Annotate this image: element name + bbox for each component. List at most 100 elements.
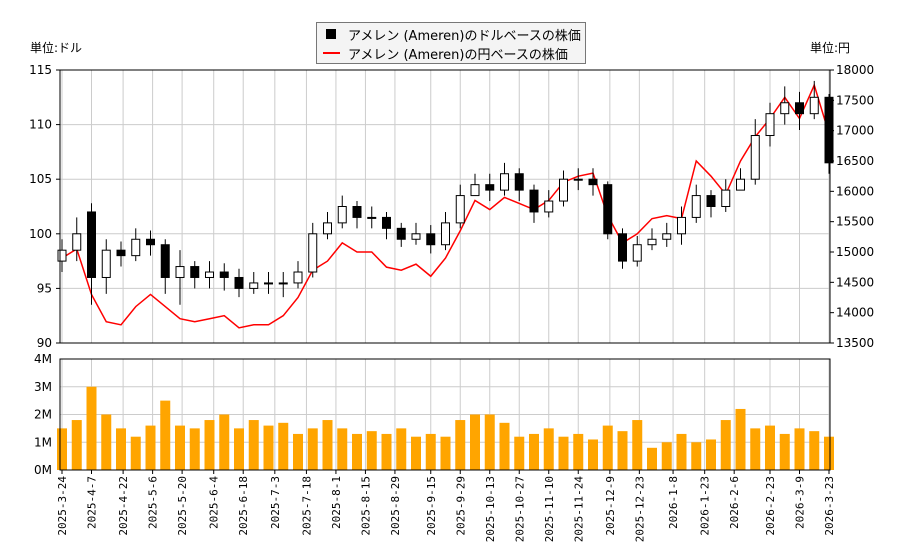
candle-body [588,178,598,186]
right-axis-tick-label: 17500 [836,93,874,107]
volume-bar [632,420,643,470]
candle-body [57,249,67,262]
x-tick-label: 2026-2-6 [728,476,741,529]
candle-body [234,276,244,289]
candle-body [87,211,96,278]
x-tick-label: 2025-3-24 [56,476,69,536]
candle-body [691,195,701,218]
candle-body [736,178,745,191]
volume-bar [337,428,348,470]
candle-body [205,271,214,278]
volume-bar [116,428,126,470]
volume-axis-tick-label: 4M [34,352,52,366]
volume-bar [278,422,289,470]
candle-body [293,271,303,284]
candle-body [146,238,155,246]
right-axis-tick-label: 14500 [836,275,874,289]
candle-body [809,96,819,115]
right-axis-tick-label: 17000 [836,124,874,138]
volume-bar [676,433,687,470]
volume-bar [86,386,97,470]
candle-body [72,233,82,251]
volume-bar [234,428,244,470]
volume-bar [189,428,200,470]
volume-bar [617,431,628,470]
x-tick-label: 2025-6-18 [237,476,250,536]
candle-body [219,271,229,278]
volume-bar [720,420,731,470]
x-tick-label: 2025-10-13 [484,476,497,542]
candle-body [795,102,804,115]
left-axis-tick-label: 110 [29,118,52,132]
volume-bar [248,420,259,470]
x-tick-label: 2025-10-27 [513,476,526,542]
right-axis-tick-label: 14000 [836,306,874,320]
volume-bar [440,436,451,470]
volume-bar [175,425,185,470]
candle-body [662,233,672,240]
x-tick-label: 2025-4-7 [86,476,99,529]
volume-axis-tick-label: 2M [34,408,52,422]
candle-body [485,184,495,191]
volume-bar [750,428,761,470]
x-tick-label: 2025-8-29 [389,476,402,536]
volume-bar [130,436,141,470]
volume-bar [204,420,215,470]
left-axis-tick-label: 95 [37,281,52,295]
x-tick-label: 2025-8-1 [330,476,343,529]
volume-bar [263,425,274,470]
x-tick-label: 2025-9-29 [454,476,467,536]
volume-bar [352,433,362,470]
candle-body [500,173,509,191]
x-tick-label: 2025-7-18 [300,476,313,536]
left-unit-label: 単位:ドル [30,41,83,55]
x-tick-label: 2025-6-4 [208,476,221,529]
yen-price-line [61,83,830,329]
right-axis-tick-label: 13500 [836,336,874,350]
volume-axis-tick-label: 0M [34,463,52,477]
candle-body [455,195,465,224]
legend-label-usd: アメレン (Ameren)のドルベースの株価 [348,28,581,44]
x-tick-label: 2026-3-23 [823,476,836,536]
x-tick-label: 2026-2-23 [764,476,777,536]
volume-bar [661,442,672,470]
candle-body [131,238,141,257]
candle-body [426,233,436,246]
volume-bar [543,428,554,470]
candle-body [323,222,332,235]
candle-body [573,178,583,181]
left-axis-tick-label: 100 [29,227,52,241]
volume-bar [573,433,584,470]
volume-bar [219,414,230,470]
x-tick-label: 2026-1-23 [699,476,712,536]
legend-item-jpy: アメレン (Ameren)の円ベースの株価 [323,44,568,63]
candle-body [618,233,627,262]
x-tick-label: 2026-1-8 [667,476,680,529]
candle-body [441,222,450,246]
volume-bar [602,425,613,470]
candle-body [160,244,170,278]
candle-body [396,227,406,240]
volume-bar [647,447,657,470]
volume-bar [425,433,436,470]
x-tick-label: 2025-8-15 [359,476,372,536]
candle-body [352,206,362,218]
volume-bar [706,439,716,470]
right-axis-tick-label: 18000 [836,63,874,77]
candle-body [278,282,288,285]
candle-body [824,96,834,164]
candle-body [632,244,642,262]
volume-bar [160,400,171,470]
x-tick-label: 2025-5-6 [147,476,160,529]
left-axis-tick-label: 105 [29,172,52,186]
candle-body [337,206,347,224]
volume-plot-frame [59,358,831,471]
volume-bar [381,433,392,470]
volume-bar [396,428,407,470]
legend: アメレン (Ameren)のドルベースの株価 アメレン (Ameren)の円ベー… [316,22,586,64]
volume-axis-tick-label: 1M [34,435,52,449]
candle-body [249,282,259,289]
candle-body [647,238,657,246]
volume-bar [824,436,834,470]
